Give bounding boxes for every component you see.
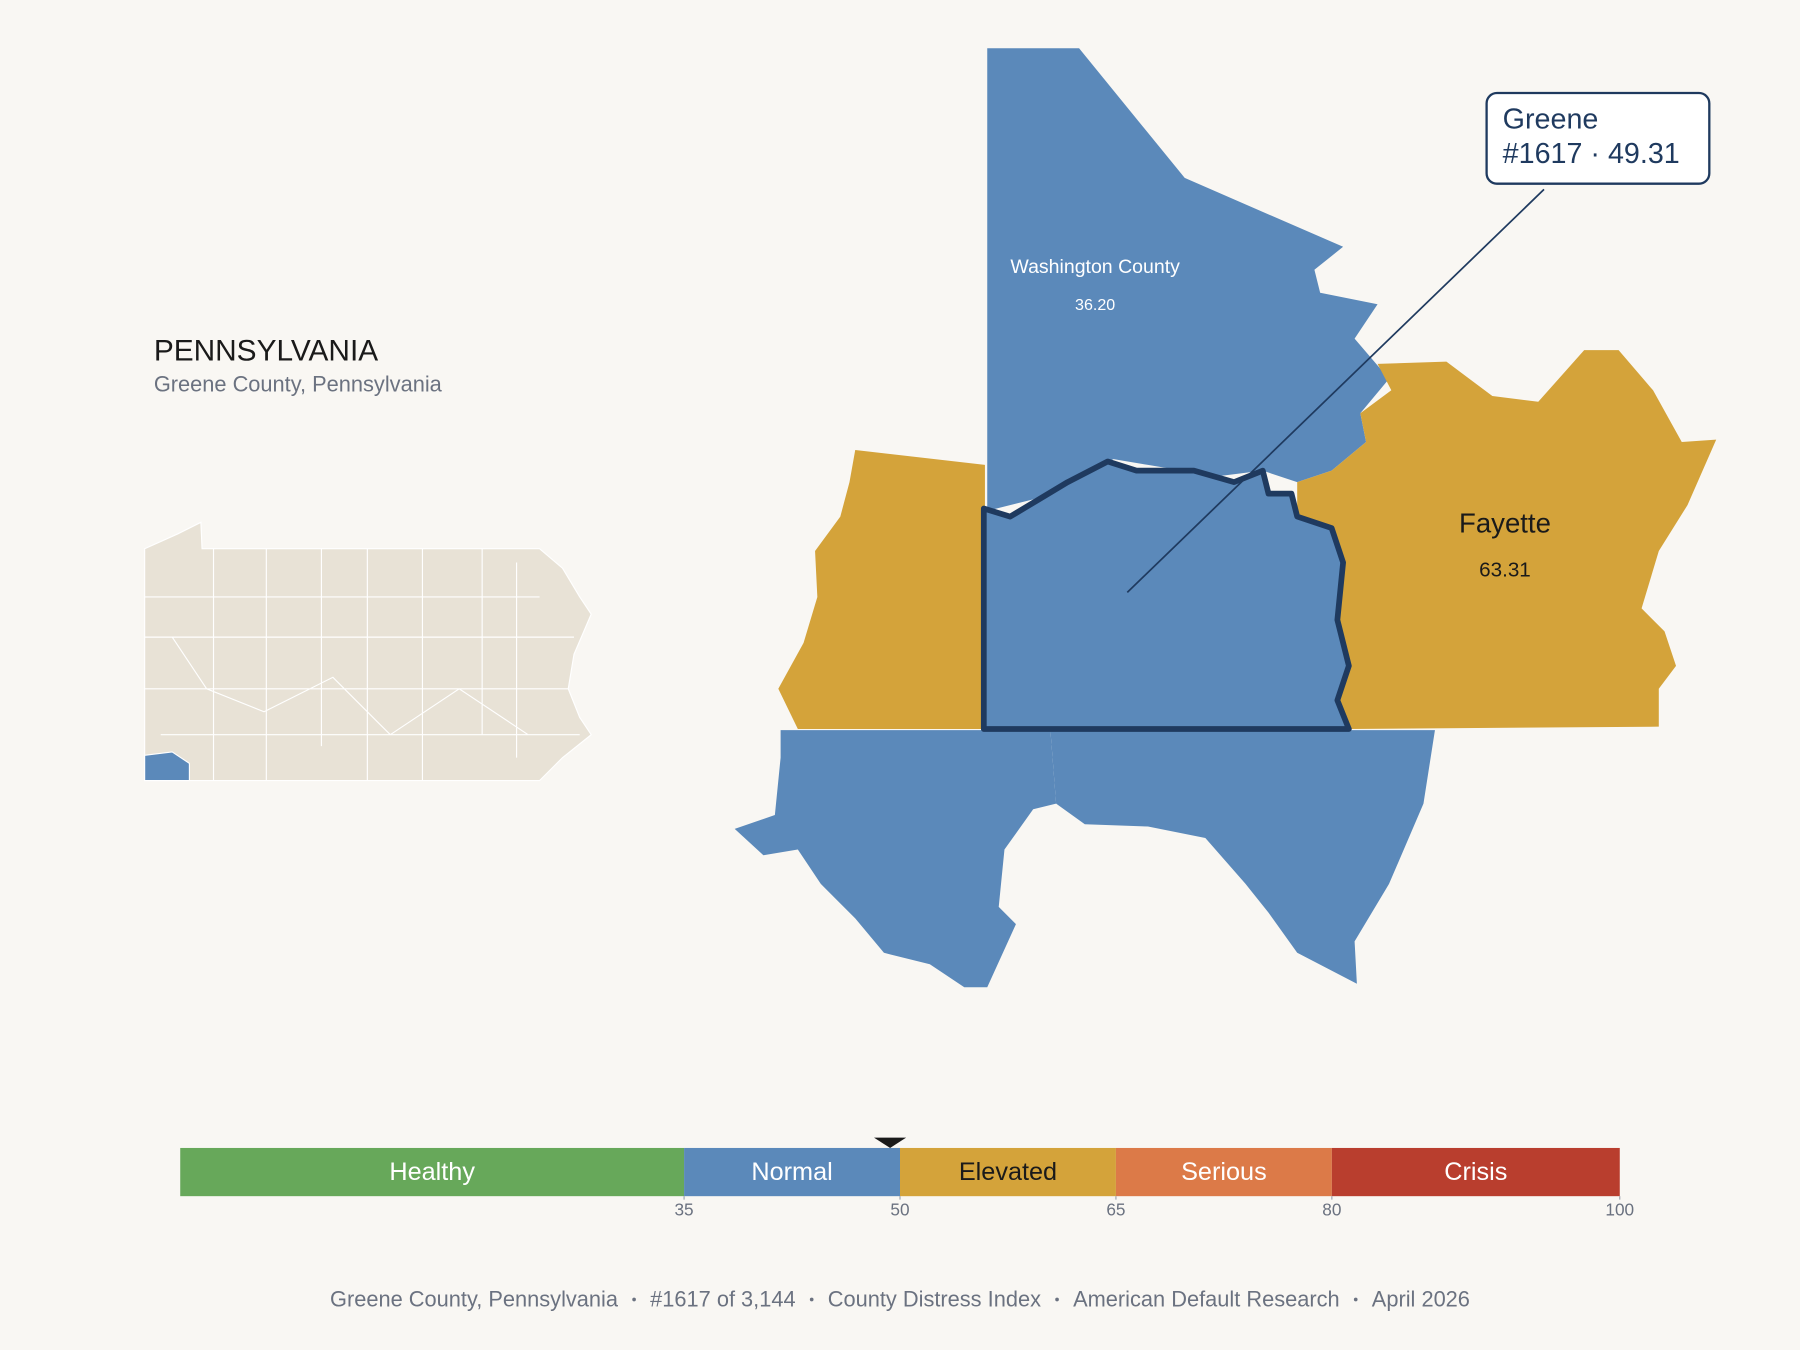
county-shape[interactable] xyxy=(1050,730,1435,984)
scale-band xyxy=(1115,1147,1332,1197)
scale-band xyxy=(1331,1147,1620,1197)
band-label: Normal xyxy=(751,1158,832,1186)
selected-county[interactable] xyxy=(980,458,1352,732)
county-label: Fayette xyxy=(1459,508,1551,539)
scale-band xyxy=(900,1147,1116,1197)
band-label: Crisis xyxy=(1444,1158,1507,1186)
callout-name: Greene xyxy=(1503,104,1599,136)
county-value: 36.20 xyxy=(1075,296,1115,314)
footer-item: Greene County, Pennsylvania xyxy=(330,1286,619,1311)
footer-item: #1617 of 3,144 xyxy=(650,1286,795,1311)
distress-scale: Healthy Normal Elevated Serious Crisis 35 50 65… xyxy=(180,1137,1634,1220)
band-label: Elevated xyxy=(959,1158,1057,1186)
subtitle: Greene County, Pennsylvania xyxy=(154,371,443,396)
tick-label: 100 xyxy=(1605,1200,1634,1220)
callout-detail: #1617 · 49.31 xyxy=(1503,138,1680,170)
footer-separator xyxy=(1353,1297,1358,1302)
county-map xyxy=(734,48,1717,988)
scale-marker xyxy=(873,1137,907,1148)
tick-label: 35 xyxy=(674,1200,693,1220)
tick-label: 50 xyxy=(890,1200,909,1220)
county-value: 63.31 xyxy=(1479,558,1531,581)
tick-label: 65 xyxy=(1106,1200,1125,1220)
tick-label: 80 xyxy=(1322,1200,1341,1220)
county-shape[interactable] xyxy=(734,730,1057,988)
footer: Greene County, Pennsylvania #1617 of 3,14… xyxy=(330,1286,1470,1311)
footer-separator xyxy=(632,1297,636,1302)
callout-leader xyxy=(1126,188,1545,593)
state-inset xyxy=(144,521,592,782)
footer-item: American Default Research xyxy=(1073,1286,1340,1311)
band-label: Serious xyxy=(1181,1158,1267,1186)
county-label: Washington County xyxy=(1010,256,1180,278)
title: PENNSYLVANIA xyxy=(154,334,378,367)
footer-separator xyxy=(809,1297,814,1302)
footer-separator xyxy=(1055,1297,1059,1302)
callout-box xyxy=(1485,91,1711,185)
scale-band xyxy=(684,1147,900,1197)
county-shape[interactable] xyxy=(987,48,1390,511)
county-shape[interactable] xyxy=(778,450,985,729)
band-label: Healthy xyxy=(389,1158,475,1186)
footer-item: County Distress Index xyxy=(828,1286,1041,1311)
scale-band xyxy=(180,1147,685,1197)
footer-item: April 2026 xyxy=(1372,1286,1470,1311)
county-shape[interactable] xyxy=(1297,350,1717,729)
